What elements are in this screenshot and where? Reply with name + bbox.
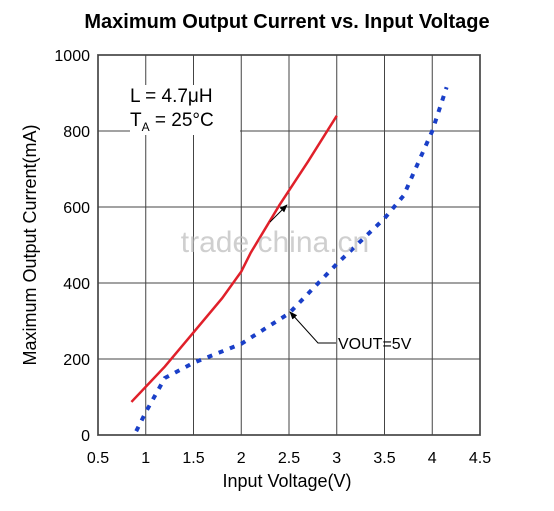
x-tick-label: 2.5 [278, 450, 300, 467]
y-tick-label: 800 [63, 124, 90, 141]
y-tick-label: 0 [81, 428, 90, 445]
watermark: trade china.cn [181, 226, 369, 259]
annotation: TA = 25°C [130, 110, 214, 134]
x-tick-label: 2 [237, 450, 246, 467]
x-tick-label: 3.5 [373, 450, 395, 467]
annotation: T [130, 110, 142, 131]
plot-area: 0.5 1 1.5 2 2.5 3 3.5 4 4.5 0 200 400 600 800 1000 [54, 48, 491, 467]
x-tick-label: 0.5 [87, 450, 109, 467]
annotation: VOUT=5V [338, 336, 412, 353]
line [130, 115, 338, 403]
y-tick-label: 400 [63, 276, 90, 293]
x-tick-label: 1 [141, 450, 150, 467]
line [134, 86, 449, 433]
x-tick-label: 4.5 [469, 450, 491, 467]
y-axis-label: Maximum Output Current(mA) [20, 124, 40, 365]
arrow [269, 204, 288, 223]
y-tick-label: 200 [63, 352, 90, 369]
annotation: = 25°C [150, 110, 214, 131]
x-tick-label: 4 [428, 450, 437, 467]
annotation-box [130, 85, 240, 135]
x-tick-label: 3 [332, 450, 341, 467]
y-tick-label: 1000 [54, 48, 90, 65]
x-tick-label: 1.5 [182, 450, 204, 467]
x-axis-label: Input Voltage(V) [222, 471, 351, 491]
y-tick-label: 600 [63, 200, 90, 217]
annotation: L = 4.7μH [130, 86, 213, 107]
chart-title: Maximum Output Current vs. Input Voltage [84, 11, 489, 33]
arrow [289, 311, 336, 344]
annotation: A [142, 120, 150, 134]
